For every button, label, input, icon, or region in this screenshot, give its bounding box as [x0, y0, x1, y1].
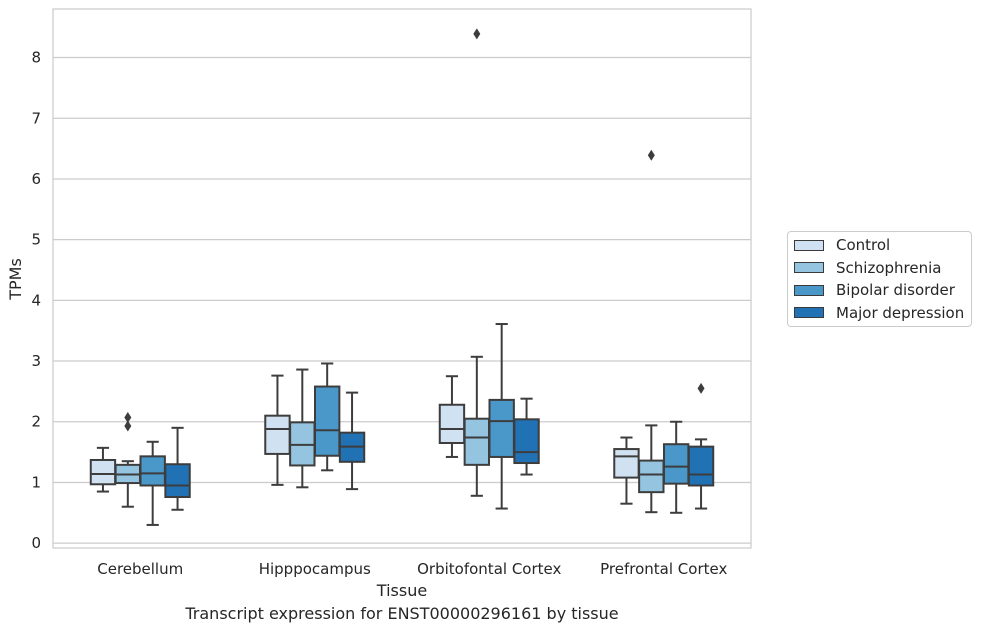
y-tick-label: 1: [31, 473, 41, 491]
x-tick-label: Orbitofontal Cortex: [417, 560, 561, 578]
chart-caption: Transcript expression for ENST0000029616…: [185, 604, 619, 623]
legend-label: Schizophrenia: [836, 258, 942, 277]
box-body: [687, 445, 715, 487]
x-tick-label: Prefrontal Cortex: [600, 560, 727, 578]
outlier-point: [697, 382, 705, 394]
box: [687, 382, 715, 510]
y-tick-label: 6: [31, 170, 41, 188]
box: [613, 436, 640, 505]
box: [89, 446, 117, 493]
legend-item: Bipolar disorder: [794, 280, 955, 300]
legend-label: Major depression: [836, 303, 965, 322]
y-axis-label: TPMs: [6, 258, 25, 301]
legend-label: Bipolar disorder: [836, 281, 955, 299]
y-tick-label: 8: [31, 49, 41, 67]
x-axis-label: Tissue: [376, 581, 427, 600]
y-tick-labels: 0 1 2 3 4 5 6 7 8: [31, 49, 41, 553]
outlier-point: [473, 28, 481, 40]
outlier-point: [647, 149, 655, 161]
box: [338, 391, 366, 491]
box-body: [438, 403, 466, 444]
box: [164, 426, 191, 511]
box: [114, 411, 142, 508]
legend-swatch: [794, 307, 824, 318]
y-tick-label: 3: [31, 352, 41, 370]
outlier-point: [124, 420, 132, 432]
box-body: [513, 418, 540, 465]
box-body: [139, 455, 166, 487]
box-body: [613, 448, 640, 479]
box-body: [89, 458, 117, 486]
box: [264, 374, 291, 486]
box-body: [463, 417, 491, 466]
box: [313, 362, 341, 472]
legend-swatch: [794, 239, 824, 251]
box-body: [638, 459, 665, 494]
y-tick-label: 0: [31, 534, 41, 552]
legend-swatch: [794, 284, 824, 296]
x-tick-label: Hipppocampus: [259, 560, 371, 578]
box-body: [164, 463, 191, 499]
box: [438, 375, 466, 458]
box: [488, 323, 515, 510]
box-body: [662, 443, 690, 485]
box-body: [313, 385, 341, 457]
legend-item: Major depression: [794, 303, 964, 323]
legend-swatch: [794, 262, 824, 273]
legend-item: Control: [794, 235, 890, 255]
plot-frame: [52, 8, 752, 549]
outlier-point: [124, 411, 132, 423]
box: [513, 397, 540, 476]
y-tick-label: 4: [31, 291, 41, 309]
x-tick-label: Cerebellum: [97, 560, 183, 578]
y-tick-label: 7: [31, 109, 41, 127]
y-tick-label: 2: [31, 413, 41, 431]
legend-label: Control: [836, 236, 891, 254]
boxes: [89, 28, 715, 526]
box: [463, 28, 491, 497]
box-body: [488, 398, 515, 458]
box-body: [264, 414, 291, 455]
box: [662, 420, 690, 514]
box: [638, 149, 665, 514]
box: [139, 440, 166, 526]
x-tick-labels: Cerebellum Hipppocampus Orbitofontal Corte…: [97, 560, 727, 578]
legend: Control Schizophrenia Bipolar disorder Majo…: [787, 231, 972, 327]
box: [289, 368, 316, 489]
legend-item: Schizophrenia: [794, 258, 941, 278]
y-tick-label: 5: [31, 231, 41, 249]
